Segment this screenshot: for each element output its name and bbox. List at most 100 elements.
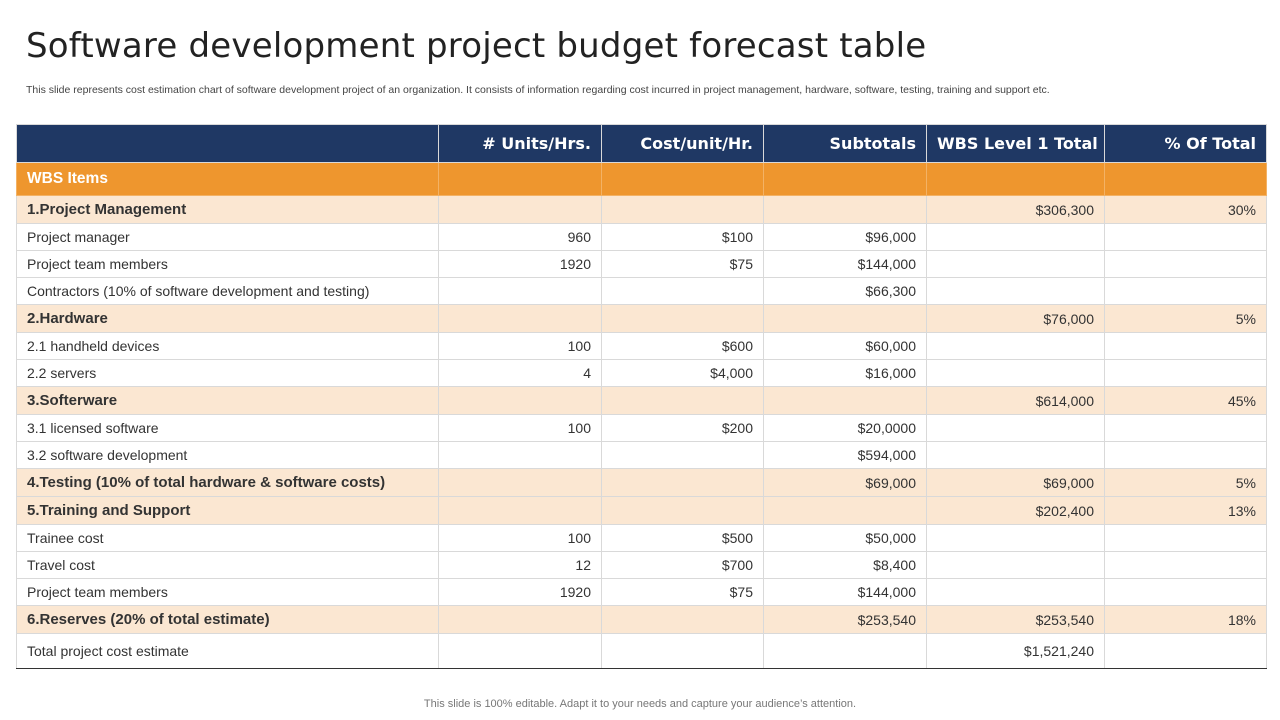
header-percent-of-total: % Of Total	[1104, 124, 1267, 163]
category-row: 6.Reserves (20% of total estimate) $253,5…	[16, 605, 1267, 634]
page-title: Software development project budget fore…	[26, 26, 927, 66]
header-units: # Units/Hrs.	[438, 124, 602, 163]
subtotal-cell: $144,000	[763, 250, 927, 278]
header-row: # Units/Hrs. Cost/unit/Hr. Subtotals WBS…	[16, 124, 1267, 163]
item-label-cell: 4.Testing (10% of total hardware & softw…	[16, 468, 439, 497]
wbs-total-cell	[926, 524, 1105, 552]
cost-per-unit-cell	[601, 605, 764, 634]
wbs-total-cell	[926, 223, 1105, 251]
subtotal-cell: $66,300	[763, 277, 927, 305]
wbs-items-row: WBS Items	[16, 162, 1267, 196]
subtotal-cell	[763, 195, 927, 224]
wbs-total-cell	[926, 359, 1105, 387]
cost-per-unit-cell	[601, 468, 764, 497]
units-cell	[438, 633, 602, 669]
table-row: 2.2 servers 4 $4,000 $16,000	[16, 359, 1267, 387]
units-cell: 100	[438, 414, 602, 442]
subtotal-cell: $50,000	[763, 524, 927, 552]
table-row: 3.2 software development $594,000	[16, 441, 1267, 469]
subtotal-cell: $594,000	[763, 441, 927, 469]
percent-cell	[1104, 250, 1267, 278]
page-subtitle: This slide represents cost estimation ch…	[26, 84, 1050, 96]
header-item	[16, 124, 439, 163]
cost-per-unit-cell: $75	[601, 578, 764, 606]
units-cell: 4	[438, 359, 602, 387]
wbs-total-cell	[926, 414, 1105, 442]
units-cell	[438, 441, 602, 469]
cost-per-unit-cell	[601, 195, 764, 224]
empty-cell	[763, 162, 927, 196]
subtotal-cell: $253,540	[763, 605, 927, 634]
wbs-total-cell: $306,300	[926, 195, 1105, 224]
units-cell	[438, 195, 602, 224]
cost-per-unit-cell	[601, 441, 764, 469]
cost-per-unit-cell: $4,000	[601, 359, 764, 387]
wbs-total-cell	[926, 332, 1105, 360]
percent-cell: 45%	[1104, 386, 1267, 415]
item-label-cell: Travel cost	[16, 551, 439, 579]
percent-cell	[1104, 633, 1267, 669]
table-row: Project manager 960 $100 $96,000	[16, 223, 1267, 251]
header-subtotals: Subtotals	[763, 124, 927, 163]
subtotal-cell: $60,000	[763, 332, 927, 360]
cost-per-unit-cell: $100	[601, 223, 764, 251]
item-label-cell: Contractors (10% of software development…	[16, 277, 439, 305]
item-label-cell: 2.1 handheld devices	[16, 332, 439, 360]
percent-cell: 13%	[1104, 496, 1267, 525]
percent-cell: 5%	[1104, 468, 1267, 497]
cost-per-unit-cell	[601, 386, 764, 415]
wbs-total-cell	[926, 441, 1105, 469]
header-cost-per-unit: Cost/unit/Hr.	[601, 124, 764, 163]
wbs-total-cell: $202,400	[926, 496, 1105, 525]
percent-cell	[1104, 332, 1267, 360]
category-row: 2.Hardware $76,000 5%	[16, 304, 1267, 333]
units-cell: 1920	[438, 578, 602, 606]
units-cell: 100	[438, 332, 602, 360]
percent-cell	[1104, 524, 1267, 552]
category-row: 3.Softerware $614,000 45%	[16, 386, 1267, 415]
category-row: 1.Project Management $306,300 30%	[16, 195, 1267, 224]
table-row: 2.1 handheld devices 100 $600 $60,000	[16, 332, 1267, 360]
cost-per-unit-cell	[601, 633, 764, 669]
units-cell	[438, 277, 602, 305]
table-row: Project team members 1920 $75 $144,000	[16, 250, 1267, 278]
empty-cell	[926, 162, 1105, 196]
empty-cell	[1104, 162, 1267, 196]
subtotal-cell	[763, 496, 927, 525]
subtotal-cell: $69,000	[763, 468, 927, 497]
cost-per-unit-cell: $500	[601, 524, 764, 552]
empty-cell	[601, 162, 764, 196]
table-row: Contractors (10% of software development…	[16, 277, 1267, 305]
units-cell: 1920	[438, 250, 602, 278]
wbs-total-cell: $1,521,240	[926, 633, 1105, 669]
subtotal-cell: $8,400	[763, 551, 927, 579]
percent-cell	[1104, 578, 1267, 606]
item-label-cell: 3.2 software development	[16, 441, 439, 469]
subtotal-cell: $20,0000	[763, 414, 927, 442]
table-row: Trainee cost 100 $500 $50,000	[16, 524, 1267, 552]
table-row: Travel cost 12 $700 $8,400	[16, 551, 1267, 579]
subtotal-cell	[763, 633, 927, 669]
item-label-cell: 2.2 servers	[16, 359, 439, 387]
item-label-cell: 6.Reserves (20% of total estimate)	[16, 605, 439, 634]
subtotal-cell	[763, 386, 927, 415]
category-row: 5.Training and Support $202,400 13%	[16, 496, 1267, 525]
units-cell	[438, 496, 602, 525]
subtotal-cell	[763, 304, 927, 333]
wbs-total-cell: $76,000	[926, 304, 1105, 333]
item-label-cell: Total project cost estimate	[16, 633, 439, 669]
wbs-total-cell	[926, 551, 1105, 579]
subtotal-cell: $144,000	[763, 578, 927, 606]
cost-per-unit-cell: $75	[601, 250, 764, 278]
cost-per-unit-cell	[601, 304, 764, 333]
wbs-items-label: WBS Items	[16, 162, 439, 196]
footer-note: This slide is 100% editable. Adapt it to…	[423, 698, 857, 710]
item-label-cell: Trainee cost	[16, 524, 439, 552]
cost-per-unit-cell: $600	[601, 332, 764, 360]
units-cell	[438, 386, 602, 415]
budget-forecast-table: # Units/Hrs. Cost/unit/Hr. Subtotals WBS…	[16, 124, 1267, 669]
item-label-cell: Project team members	[16, 250, 439, 278]
category-row: 4.Testing (10% of total hardware & softw…	[16, 468, 1267, 497]
item-label-cell: 5.Training and Support	[16, 496, 439, 525]
item-label-cell: 2.Hardware	[16, 304, 439, 333]
